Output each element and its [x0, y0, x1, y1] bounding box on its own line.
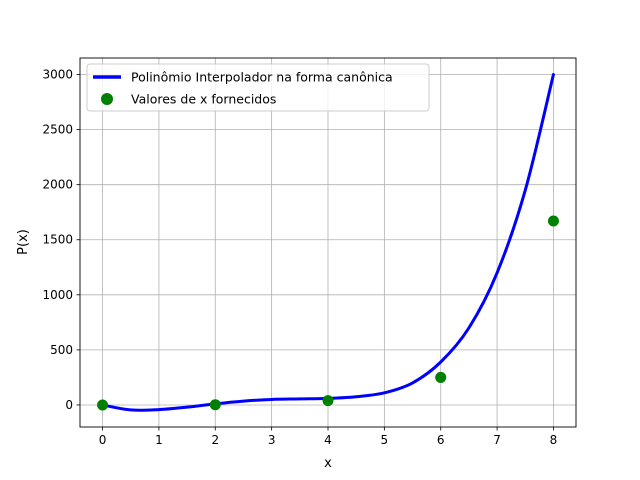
legend: Polinômio Interpolador na forma canônica…	[86, 63, 430, 112]
legend-box	[86, 63, 430, 112]
data-point	[435, 371, 447, 383]
y-tick-label: 3000	[42, 68, 73, 82]
data-point	[547, 215, 559, 227]
y-tick-label: 2000	[42, 178, 73, 192]
y-axis-ticks: 0 500 1000 1500 2000 2500 3000	[42, 68, 80, 412]
y-tick-label: 1500	[42, 233, 73, 247]
plot-area	[97, 73, 559, 412]
x-axis-label: x	[324, 456, 332, 471]
data-point	[209, 399, 221, 411]
x-tick-label: 8	[550, 433, 558, 447]
x-tick-label: 3	[268, 433, 276, 447]
x-axis-ticks: 0 1 2 3 4 5 6 7 8	[99, 427, 558, 447]
legend-label-points: Valores de x fornecidos	[131, 92, 276, 107]
x-tick-label: 1	[155, 433, 163, 447]
y-tick-label: 500	[50, 343, 73, 357]
x-tick-label: 5	[381, 433, 389, 447]
legend-marker-swatch	[101, 93, 113, 105]
y-tick-label: 1000	[42, 288, 73, 302]
x-tick-label: 2	[211, 433, 219, 447]
series-line-polynomial	[101, 73, 555, 412]
y-axis-label: P(x)	[16, 229, 31, 255]
data-point	[322, 395, 334, 407]
x-tick-label: 0	[99, 433, 107, 447]
data-point	[97, 399, 109, 411]
x-tick-label: 7	[493, 433, 501, 447]
y-tick-label: 0	[65, 398, 73, 412]
y-tick-label: 2500	[42, 123, 73, 137]
x-tick-label: 4	[324, 433, 332, 447]
legend-label-polynomial: Polinômio Interpolador na forma canônica	[131, 70, 393, 85]
x-tick-label: 6	[437, 433, 445, 447]
